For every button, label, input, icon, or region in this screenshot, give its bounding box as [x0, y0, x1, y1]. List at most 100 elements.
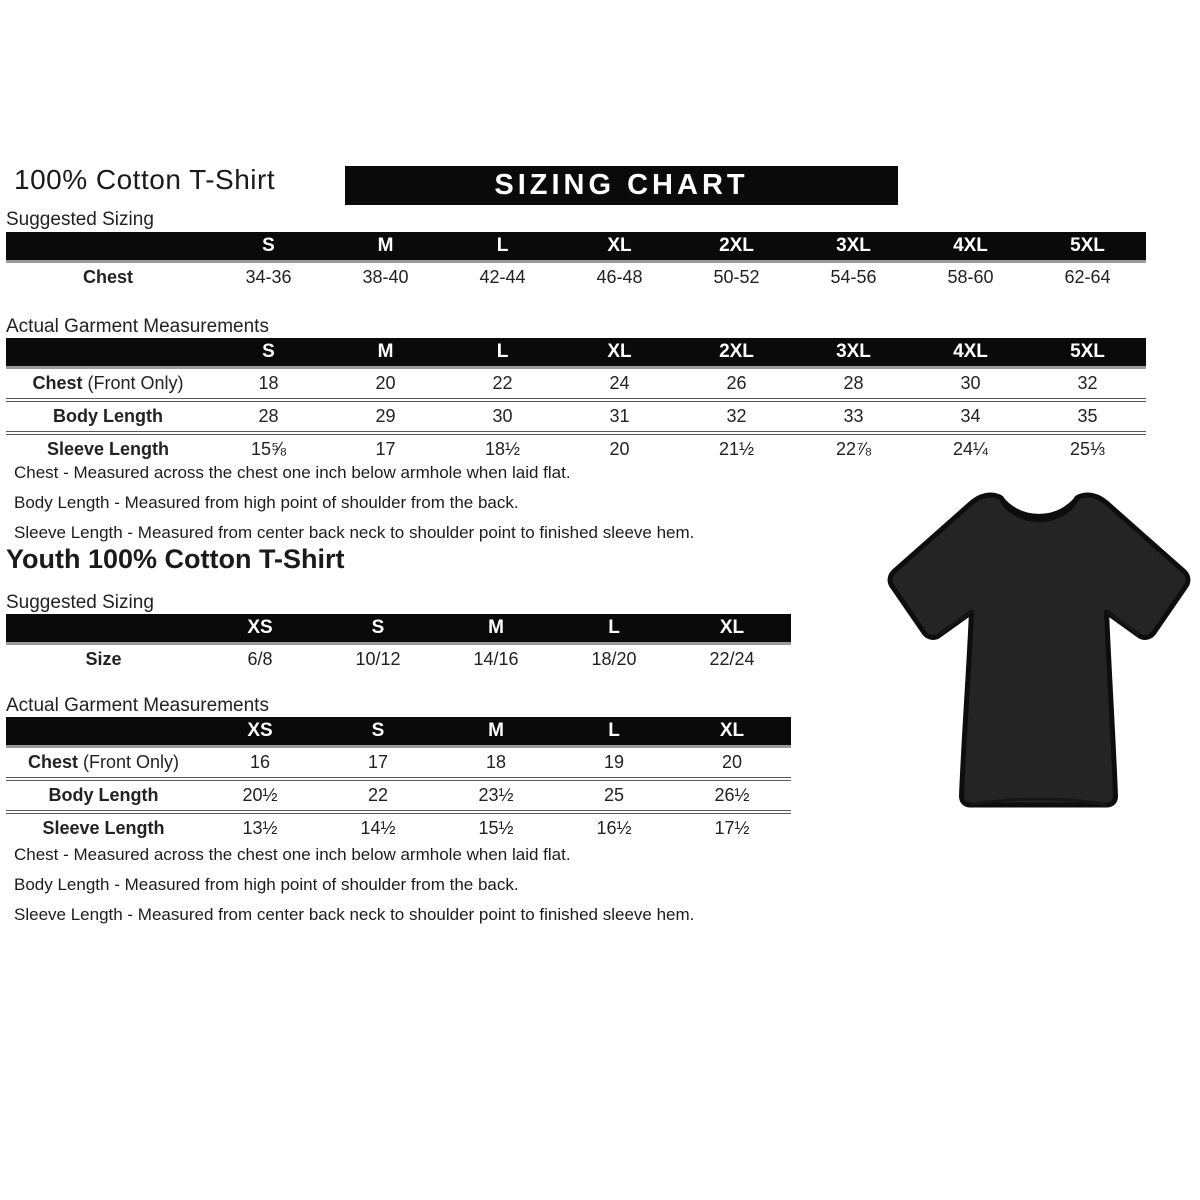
size-header-4xl: 4XL — [912, 232, 1029, 263]
cell: 38-40 — [362, 267, 409, 287]
cell: 46-48 — [596, 267, 643, 287]
size-header-s: S — [210, 338, 327, 369]
size-header-4xl: 4XL — [912, 338, 1029, 369]
tshirt-body — [887, 492, 1191, 808]
header-spacer — [6, 338, 210, 369]
cell: 58-60 — [947, 267, 994, 287]
row-label: Body Length — [6, 777, 201, 812]
size-header-l: L — [555, 614, 673, 645]
banner-text: SIZING CHART — [494, 169, 749, 201]
cell: 18 — [485, 752, 507, 772]
note-body-length: Body Length - Measured from high point o… — [14, 493, 519, 512]
note-body-length: Body Length - Measured from high point o… — [14, 875, 519, 894]
cell: 18 — [258, 373, 279, 393]
adult-suggested-sizing-table: S M L XL 2XL 3XL 4XL 5XL Chest 34-36 38-… — [6, 232, 1146, 292]
size-header-s: S — [210, 232, 327, 263]
size-header-row: XS S M L XL — [6, 717, 791, 748]
cell: 19 — [603, 752, 625, 772]
cell: 32 — [678, 398, 795, 433]
youth-measurement-notes: Chest - Measured across the chest one in… — [14, 840, 694, 930]
cell: 23½ — [437, 777, 555, 812]
cell: 22 — [492, 373, 513, 393]
size-header-xl: XL — [673, 614, 791, 645]
youth-suggested-sizing-label: Suggested Sizing — [6, 592, 154, 613]
row-label: Body Length — [6, 398, 210, 433]
cell: 17½ — [673, 810, 791, 843]
adult-garment-measurements-table: S M L XL 2XL 3XL 4XL 5XL Chest (Front On… — [6, 338, 1146, 464]
note-chest: Chest - Measured across the chest one in… — [14, 845, 571, 864]
row-label: Chest (Front Only) — [27, 752, 180, 772]
cell: 21½ — [678, 431, 795, 464]
page-title: 100% Cotton T-Shirt — [14, 164, 276, 195]
cell: 42-44 — [479, 267, 526, 287]
cell: 18½ — [444, 431, 561, 464]
cell: 54-56 — [830, 267, 877, 287]
youth-garment-measurements-table: XS S M L XL Chest (Front Only) 16 17 18 … — [6, 717, 791, 843]
size-header-xl: XL — [561, 338, 678, 369]
cell: 22 — [319, 777, 437, 812]
size-header-m: M — [437, 614, 555, 645]
size-header-s: S — [319, 717, 437, 748]
size-header-2xl: 2XL — [678, 232, 795, 263]
cell: 17 — [327, 431, 444, 464]
cell: 32 — [1077, 373, 1098, 393]
cell: 20 — [375, 373, 396, 393]
cell: 17 — [367, 752, 389, 772]
cell: 30 — [444, 398, 561, 433]
header-spacer — [6, 614, 201, 645]
size-header-m: M — [437, 717, 555, 748]
cell: 24¼ — [912, 431, 1029, 464]
size-header-xl: XL — [561, 232, 678, 263]
youth-section-title: Youth 100% Cotton T-Shirt — [6, 544, 345, 574]
cell: 25 — [555, 777, 673, 812]
size-header-2xl: 2XL — [678, 338, 795, 369]
cell: 16½ — [555, 810, 673, 843]
note-sleeve-length: Sleeve Length - Measured from center bac… — [14, 905, 695, 924]
cell: 18/20 — [591, 649, 637, 669]
cell: 20 — [721, 752, 743, 772]
cell: 13½ — [201, 810, 319, 843]
size-header-row: S M L XL 2XL 3XL 4XL 5XL — [6, 232, 1146, 263]
adult-suggested-sizing-label: Suggested Sizing — [6, 209, 154, 230]
size-header-xs: XS — [201, 717, 319, 748]
row-label: Chest — [82, 267, 133, 287]
cell: 25⅓ — [1029, 431, 1146, 464]
sleeve-length-row: Sleeve Length 15⅝ 17 18½ 20 21½ 22⅞ 24¼ … — [6, 431, 1146, 464]
adult-measurement-notes: Chest - Measured across the chest one in… — [14, 458, 694, 548]
cell: 20 — [561, 431, 678, 464]
row-label: Chest (Front Only) — [32, 373, 184, 393]
cell: 26 — [726, 373, 747, 393]
youth-suggested-sizing-table: XS S M L XL Size 6/8 10/12 14/16 18/20 2… — [6, 614, 791, 674]
tshirt-graphic — [887, 492, 1191, 808]
size-header-row: XS S M L XL — [6, 614, 791, 645]
cell: 33 — [795, 398, 912, 433]
body-length-row: Body Length 20½ 22 23½ 25 26½ — [6, 777, 791, 812]
cell: 30 — [960, 373, 981, 393]
header-spacer — [6, 717, 201, 748]
size-header-xl: XL — [673, 717, 791, 748]
cell: 24 — [609, 373, 630, 393]
size-header-xs: XS — [201, 614, 319, 645]
cell: 29 — [327, 398, 444, 433]
size-header-s: S — [319, 614, 437, 645]
row-label: Sleeve Length — [6, 810, 201, 843]
tshirt-left-sleeve-crease — [938, 611, 972, 636]
adult-garment-measurements-label: Actual Garment Measurements — [6, 316, 269, 337]
size-header-l: L — [444, 232, 561, 263]
tshirt-right-sleeve-crease — [1106, 611, 1140, 636]
cell: 6/8 — [247, 649, 273, 669]
cell: 22⅞ — [795, 431, 912, 464]
cell: 34-36 — [245, 267, 292, 287]
size-header-m: M — [327, 232, 444, 263]
cell: 34 — [912, 398, 1029, 433]
size-header-row: S M L XL 2XL 3XL 4XL 5XL — [6, 338, 1146, 369]
black-tshirt-image — [880, 482, 1198, 819]
cell: 15⅝ — [210, 431, 327, 464]
cell: 62-64 — [1064, 267, 1111, 287]
cell: 14/16 — [473, 649, 519, 669]
cell: 20½ — [201, 777, 319, 812]
cell: 31 — [561, 398, 678, 433]
row-label: Sleeve Length — [6, 431, 210, 464]
size-header-3xl: 3XL — [795, 232, 912, 263]
size-header-5xl: 5XL — [1029, 232, 1146, 263]
